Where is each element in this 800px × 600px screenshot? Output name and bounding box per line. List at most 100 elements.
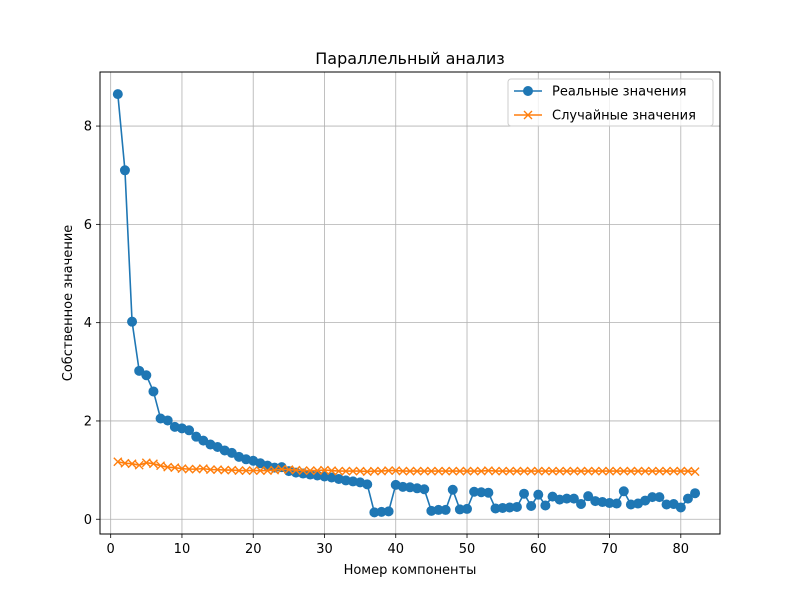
data-point <box>127 316 138 327</box>
data-point <box>163 462 173 472</box>
data-point <box>327 466 337 476</box>
legend-items: Реальные значения Случайные значения <box>514 85 696 124</box>
data-point <box>362 467 372 477</box>
data-point <box>391 466 401 476</box>
x-tick-label: 10 <box>174 542 191 557</box>
data-point <box>540 500 551 511</box>
data-point <box>526 466 536 476</box>
data-point <box>355 466 365 476</box>
series-1 <box>112 89 701 518</box>
plot-frame <box>99 71 721 535</box>
series-line <box>117 460 696 473</box>
legend-label: Реальные значения <box>552 85 687 100</box>
data-point <box>162 415 173 426</box>
data-point <box>618 486 629 497</box>
data-point <box>127 459 137 469</box>
data-point <box>576 466 586 476</box>
data-point <box>605 466 615 476</box>
data-point <box>469 466 479 476</box>
data-point <box>590 466 600 476</box>
data-point <box>647 466 657 476</box>
data-point <box>156 461 166 471</box>
data-point <box>669 466 679 476</box>
legend-marker <box>523 110 533 120</box>
grid <box>100 72 720 534</box>
data-point <box>141 370 152 381</box>
data-point <box>312 466 322 476</box>
data-point <box>448 466 458 476</box>
data-point <box>120 458 130 468</box>
data-point <box>662 466 672 476</box>
data-point <box>148 386 159 397</box>
x-tick-label: 70 <box>601 542 618 557</box>
data-point <box>305 466 315 476</box>
y-axis-title: Собственное значение <box>61 225 76 382</box>
data-point <box>319 465 329 475</box>
x-tick-label: 60 <box>530 542 547 557</box>
data-point <box>682 493 693 504</box>
data-point <box>434 466 444 476</box>
ticks: 0 10 20 30 40 50 60 70 80 0 2 4 6 8 <box>84 120 689 557</box>
data-point <box>483 466 493 476</box>
data-point <box>512 466 522 476</box>
data-point <box>540 466 550 476</box>
legend-label: Случайные значения <box>552 109 696 124</box>
data-point <box>654 466 664 476</box>
data-point <box>148 459 158 469</box>
data-point <box>583 466 593 476</box>
data-point <box>498 466 508 476</box>
data-point <box>255 466 265 476</box>
data-point <box>568 493 579 504</box>
data-point <box>626 466 636 476</box>
chart-title: Параллельный анализ <box>315 49 505 68</box>
data-point <box>405 466 415 476</box>
data-point <box>227 465 237 475</box>
data-point <box>612 466 622 476</box>
data-point <box>270 465 280 475</box>
data-point <box>277 464 287 474</box>
data-point <box>519 466 529 476</box>
legend-entry: Случайные значения <box>514 109 696 124</box>
data-point <box>426 466 436 476</box>
x-tick-label: 20 <box>245 542 262 557</box>
data-point <box>191 464 201 474</box>
data-point <box>526 500 537 511</box>
data-point <box>654 492 665 503</box>
data-point <box>141 458 151 468</box>
data-point <box>455 466 465 476</box>
data-point <box>519 488 530 499</box>
data-point <box>262 466 272 476</box>
data-point <box>112 89 123 100</box>
data-point <box>384 466 394 476</box>
data-point <box>597 466 607 476</box>
data-point <box>640 466 650 476</box>
data-point <box>241 466 251 476</box>
data-point <box>562 466 572 476</box>
data-point <box>441 466 451 476</box>
x-tick-label: 0 <box>107 542 115 557</box>
data-point <box>611 498 622 509</box>
legend: Реальные значения Случайные значения <box>507 78 714 127</box>
data-point <box>690 467 700 477</box>
data-point <box>119 165 130 176</box>
data-point <box>348 466 358 476</box>
y-tick-label: 8 <box>84 120 92 135</box>
y-tick-label: 2 <box>84 414 92 429</box>
data-point <box>419 484 430 495</box>
legend-marker <box>523 86 533 96</box>
data-point <box>569 466 579 476</box>
data-point <box>505 466 515 476</box>
series-layer <box>112 89 701 518</box>
x-tick-label: 80 <box>673 542 690 557</box>
data-point <box>533 489 544 500</box>
data-point <box>483 487 494 498</box>
data-point <box>675 502 686 513</box>
data-point <box>633 466 643 476</box>
data-point <box>376 466 386 476</box>
data-point <box>248 466 258 476</box>
data-point <box>170 463 180 473</box>
x-tick-label: 30 <box>316 542 333 557</box>
data-point <box>369 466 379 476</box>
y-tick-label: 0 <box>84 513 92 528</box>
